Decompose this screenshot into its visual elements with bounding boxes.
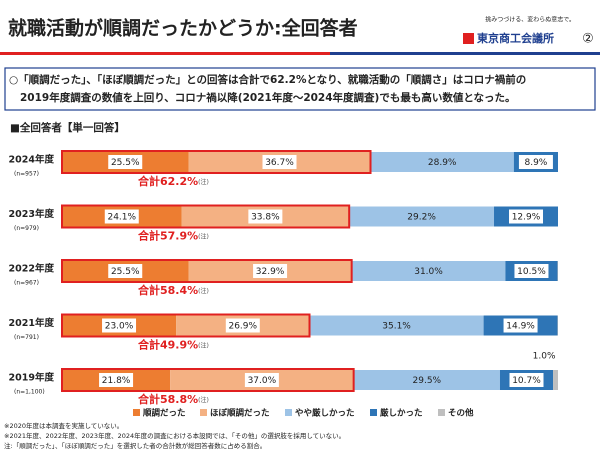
total-value: 合計49.9% xyxy=(138,338,198,352)
value-label: 12.9% xyxy=(512,213,541,223)
chart-subtitle: ■全回答者【単一回答】 xyxy=(10,121,125,134)
value-label: 36.7% xyxy=(265,158,294,168)
legend-swatch xyxy=(285,409,292,416)
legend-swatch xyxy=(133,409,140,416)
value-label: 25.5% xyxy=(111,158,140,168)
label-box xyxy=(108,155,143,169)
label-box xyxy=(262,155,297,169)
bar-segment xyxy=(349,206,495,227)
label-box xyxy=(244,373,279,387)
bar-segment xyxy=(351,261,506,281)
summary-box xyxy=(4,67,596,111)
label-box xyxy=(225,318,260,333)
total-note: (注) xyxy=(198,396,209,404)
legend-label: ほぼ順調だった xyxy=(210,408,270,419)
bar-segment xyxy=(553,370,558,390)
rule-blue xyxy=(330,52,600,55)
note: 注:「順調だった」、「ほぼ順調だった」を選択した者の合計数が総回答者数に占める割… xyxy=(4,441,266,450)
total-outline xyxy=(61,150,372,174)
label-box xyxy=(108,264,143,278)
total-value: 合計62.2% xyxy=(138,174,198,188)
category-label: 2024年度 xyxy=(9,154,55,166)
label-box xyxy=(248,209,283,224)
category-n: (n=791) xyxy=(14,334,39,341)
label-box xyxy=(99,373,134,387)
legend-label: その他 xyxy=(448,408,474,419)
value-label: 26.9% xyxy=(228,322,257,332)
label-box xyxy=(518,155,553,169)
legend-label: やや厳しかった xyxy=(295,408,355,419)
legend-swatch xyxy=(438,409,445,416)
rule-red xyxy=(0,52,330,55)
value-label: 35.1% xyxy=(382,322,411,332)
total-note: (注) xyxy=(198,341,209,349)
summary-line: 2019年度調査の数値を上回り、コロナ禍以降(2021年度～2024年度調査)で… xyxy=(20,91,516,104)
value-label: 23.0% xyxy=(105,322,134,332)
value-label: 14.9% xyxy=(506,322,535,332)
total-outline xyxy=(61,313,311,338)
label-box xyxy=(514,264,549,278)
total-outline xyxy=(61,204,351,229)
value-label: 28.9% xyxy=(428,158,457,168)
total-outline xyxy=(61,368,355,392)
category-n: (n=979) xyxy=(14,225,39,232)
label-box xyxy=(509,373,544,387)
legend-label: 順調だった xyxy=(142,408,186,419)
category-label: 2022年度 xyxy=(9,263,55,275)
summary-line: ○「順調だった」、「ほぼ順調だった」との回答は合計で62.2%となり、就職活動の… xyxy=(9,73,526,86)
value-label: 31.0% xyxy=(414,267,443,277)
value-label: 1.0% xyxy=(533,352,556,362)
category-label: 2019年度 xyxy=(9,372,55,384)
category-n: (n=967) xyxy=(14,280,39,287)
page-number: ② xyxy=(582,32,594,47)
total-label: 合計58.8%(注) xyxy=(138,392,209,406)
logo-icon xyxy=(463,33,474,44)
value-label: 10.7% xyxy=(512,376,541,386)
note: ※2020年度は本調査を実施していない。 xyxy=(4,421,123,430)
total-note: (注) xyxy=(198,178,209,186)
total-value: 合計58.8% xyxy=(138,392,198,406)
org: 東京商工会議所 xyxy=(477,31,554,45)
label-box xyxy=(509,209,544,224)
total-value: 合計58.4% xyxy=(138,283,198,297)
value-label: 8.9% xyxy=(524,158,547,168)
label-box xyxy=(102,318,137,333)
category-label: 2021年度 xyxy=(9,317,55,329)
total-label: 合計49.9%(注) xyxy=(138,338,209,352)
bar-segment xyxy=(353,370,500,390)
total-note: (注) xyxy=(198,232,209,240)
total-value: 合計57.9% xyxy=(138,229,198,243)
value-label: 25.5% xyxy=(111,267,140,277)
label-box xyxy=(104,209,139,224)
value-label: 33.8% xyxy=(251,213,280,223)
category-n: (n=1,100) xyxy=(14,389,45,396)
total-note: (注) xyxy=(198,287,209,295)
bar-segment xyxy=(370,152,514,172)
value-label: 10.5% xyxy=(517,267,546,277)
total-label: 合計57.9%(注) xyxy=(138,229,209,243)
value-label: 24.1% xyxy=(107,213,136,223)
legend-label: 厳しかった xyxy=(380,408,423,419)
category-n: (n=957) xyxy=(14,171,39,178)
total-label: 合計62.2%(注) xyxy=(138,174,209,188)
value-label: 29.2% xyxy=(407,213,436,223)
category-label: 2023年度 xyxy=(9,208,55,220)
tagline: 挑みつづける、変わらぬ意志で。 xyxy=(485,16,575,24)
legend-swatch xyxy=(200,409,207,416)
label-box xyxy=(253,264,288,278)
bar-segment xyxy=(309,315,484,336)
note: ※2021年度、2022年度、2023年度、2024年度の調査における本設問では… xyxy=(4,431,345,440)
title: 就職活動が順調だったかどうか:全回答者 xyxy=(8,17,358,40)
value-label: 37.0% xyxy=(248,376,277,386)
label-box xyxy=(503,318,538,333)
value-label: 32.9% xyxy=(256,267,285,277)
total-outline xyxy=(61,259,353,283)
legend-swatch xyxy=(370,409,377,416)
value-label: 21.8% xyxy=(102,376,131,386)
total-label: 合計58.4%(注) xyxy=(138,283,209,297)
value-label: 29.5% xyxy=(413,376,442,386)
